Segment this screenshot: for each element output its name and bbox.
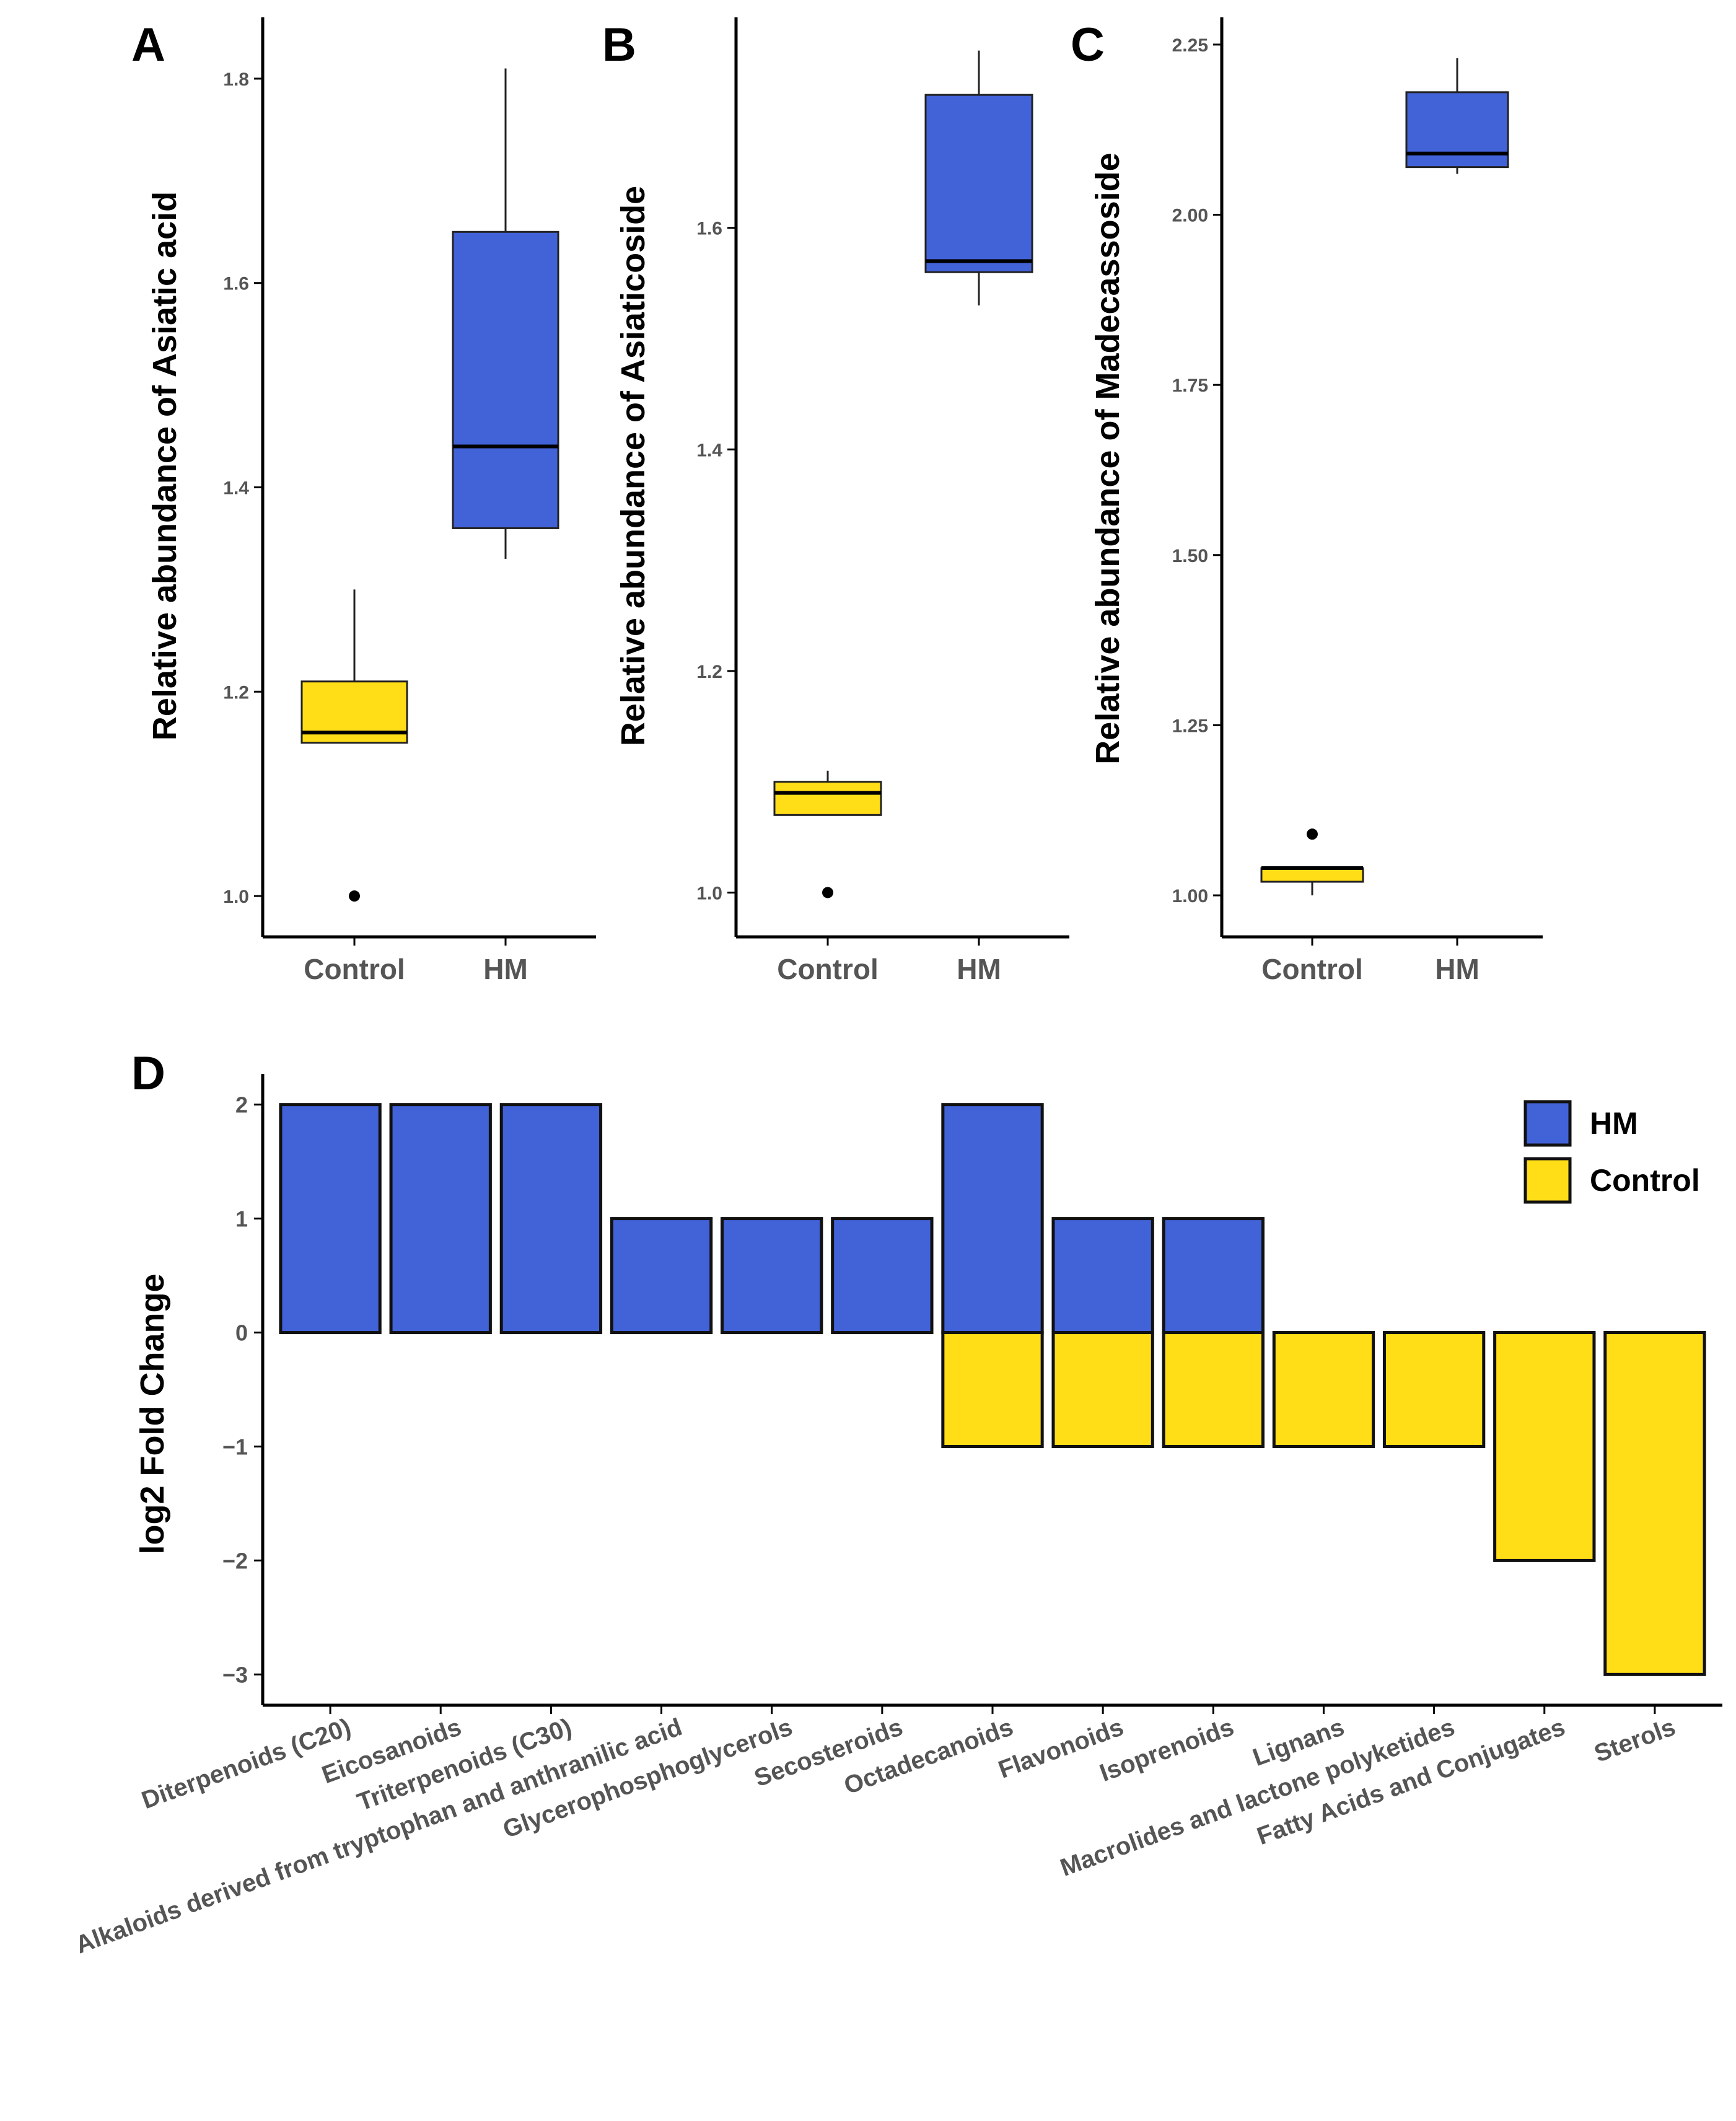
- bar-hm: [1051, 1217, 1154, 1335]
- bar-hm: [1162, 1217, 1265, 1335]
- legend-label-control: Control: [1590, 1163, 1700, 1198]
- y-tick-label: 1.6: [223, 274, 249, 294]
- legend-swatch-control: [1523, 1157, 1572, 1204]
- x-category-label: Sterols: [1591, 1713, 1679, 1768]
- panel-letter-d: D: [131, 1047, 165, 1100]
- box-iqr: [1405, 91, 1509, 169]
- y-tick-label: −2: [222, 1548, 248, 1573]
- legend-swatch-hm: [1523, 1100, 1572, 1147]
- bar-control: [941, 1331, 1044, 1448]
- bar-control: [1162, 1331, 1265, 1448]
- y-tick-label: 1.2: [696, 662, 722, 682]
- panel-c: C 1.00 1.25 1.50 1.75 2.00 2.25 Control HM Relat…: [1071, 17, 1543, 985]
- y-tick-label: 2: [235, 1092, 248, 1118]
- y-tick-label: 1.50: [1172, 546, 1208, 566]
- bar-control: [1493, 1331, 1596, 1562]
- bar-control: [1051, 1331, 1154, 1448]
- box-control: [1260, 828, 1364, 895]
- y-tick-label: 1.75: [1172, 375, 1208, 396]
- y-tick-label: 1.0: [696, 883, 722, 903]
- panel-a: A 1.0 1.2 1.4 1.6 1.8 Control HM Relative abund…: [131, 17, 596, 985]
- panel-letter-a: A: [131, 19, 165, 71]
- bar-control: [1603, 1331, 1706, 1676]
- bar-control: [1272, 1331, 1375, 1448]
- y-axis-label: Relative abundance of Asiaticoside: [615, 186, 652, 746]
- x-tick-label: Control: [1261, 953, 1363, 985]
- outlier-point: [349, 890, 360, 902]
- bar-hm: [279, 1103, 382, 1335]
- outlier-point: [822, 887, 833, 898]
- legend-label-hm: HM: [1590, 1106, 1638, 1141]
- legend: HM Control: [1523, 1100, 1700, 1204]
- box-iqr: [924, 94, 1033, 273]
- y-tick-label: 2.25: [1172, 35, 1208, 56]
- y-tick-label: 1.25: [1172, 716, 1208, 736]
- bar-control: [1382, 1331, 1486, 1448]
- bar-hm: [499, 1103, 603, 1335]
- y-tick-label: −1: [222, 1434, 248, 1459]
- bar-hm: [389, 1103, 492, 1335]
- bar-hm: [941, 1103, 1044, 1335]
- bar-hm: [610, 1217, 713, 1335]
- x-tick-label: HM: [1435, 953, 1480, 985]
- y-axis-label: Relative abundance of Asiatic acid: [146, 191, 183, 740]
- x-tick-label: Control: [304, 953, 405, 985]
- x-tick-label: HM: [483, 953, 528, 985]
- x-tick-label: HM: [957, 953, 1001, 985]
- x-tick-label: Control: [777, 953, 879, 985]
- y-tick-label: 1: [235, 1206, 248, 1232]
- y-tick-label: 1.6: [696, 219, 722, 239]
- panel-letter-c: C: [1071, 19, 1105, 71]
- bar-hm: [721, 1217, 823, 1335]
- y-tick-label: 1.0: [223, 887, 249, 907]
- y-tick-label: 2.00: [1172, 206, 1208, 226]
- y-tick-label: 1.2: [223, 682, 249, 703]
- box-control: [773, 770, 882, 898]
- outlier-point: [1307, 828, 1318, 840]
- box-hm: [924, 50, 1033, 305]
- y-tick-label: 1.00: [1172, 886, 1208, 907]
- panel-letter-b: B: [602, 19, 636, 71]
- y-axis-label: Relative abundance of Madecassoside: [1089, 152, 1126, 764]
- y-tick-label: 1.4: [696, 440, 722, 460]
- y-tick-label: 1.4: [223, 478, 249, 498]
- bar-hm: [831, 1217, 934, 1335]
- y-axis-label: log2 Fold Change: [134, 1274, 171, 1555]
- y-tick-label: 0: [235, 1320, 248, 1346]
- box-hm: [452, 68, 559, 559]
- box-iqr: [773, 781, 882, 816]
- box-hm: [1405, 58, 1509, 174]
- box-control: [300, 589, 408, 902]
- box-iqr: [452, 231, 559, 529]
- y-tick-label: −3: [222, 1662, 248, 1687]
- panel-b: B 1.0 1.2 1.4 1.6 Control HM Relative abundanc…: [602, 17, 1069, 985]
- box-iqr: [1260, 867, 1364, 883]
- y-tick-label: 1.8: [223, 69, 249, 90]
